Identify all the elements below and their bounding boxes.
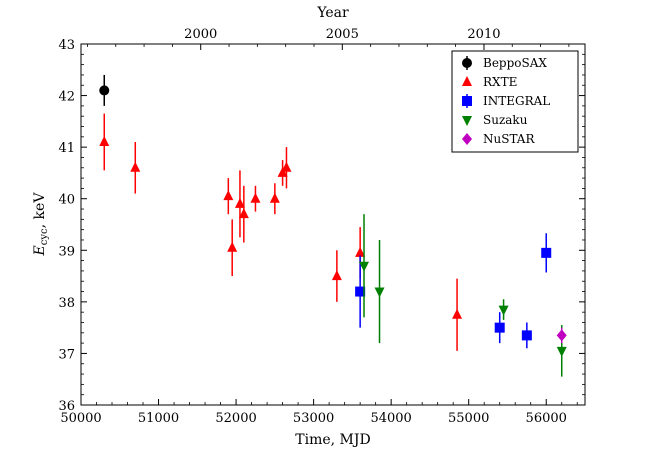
data-point-rxte-0 [99,135,110,146]
legend: BeppoSAX RXTE INTEGRAL Suzaku NuSTAR [451,50,579,153]
y-axis-title-sub: cyc [39,228,50,245]
legend-box [451,50,579,153]
series-rxte [99,113,463,351]
top-axis-title: Year [316,5,349,21]
data-point-rxte-2 [223,190,234,201]
data-point-integral-2 [521,330,532,341]
legend-label-rxte: RXTE [483,75,517,89]
legend-marker-bepposax [462,58,472,68]
x-tick-label-6: 56000 [526,411,567,426]
plot-frame [80,43,586,406]
x-tick-label-1: 51000 [138,411,179,426]
legend-label-integral: INTEGRAL [483,94,550,108]
y-tick-label-1: 37 [58,347,75,362]
legend-label-suzaku: Suzaku [483,113,528,127]
data-point-rxte-12 [452,308,463,319]
legend-marker-nustar [462,133,472,145]
data-point-rxte-6 [250,192,261,203]
data-point-rxte-10 [331,270,342,281]
y-tick-label-5: 41 [58,141,75,156]
y-tick-label-4: 40 [58,193,75,208]
y-tick-label-3: 39 [58,244,75,259]
data-point-integral-0 [355,286,366,297]
x-tick-label-4: 54000 [370,411,411,426]
data-point-rxte-9 [281,161,292,172]
legend-marker-rxte [462,76,472,86]
axis-ticks: 50000 51000 52000 53000 54000 55000 56000 36 37 3… [58,27,585,426]
y-axis-title-main: E [32,245,48,256]
top-tick-label-1: 2005 [326,27,359,42]
data-point-rxte-1 [130,161,141,172]
top-tick-label-2: 2010 [467,27,500,42]
y-tick-label-0: 36 [58,399,75,414]
data-point-rxte-5 [238,208,249,219]
series-nustar [556,327,567,344]
x-tick-label-2: 52000 [215,411,256,426]
data-point-rxte-3 [227,241,238,252]
data-point-suzaku-1 [374,287,385,298]
data-point-rxte-8 [277,166,288,177]
legend-label-nustar: NuSTAR [483,132,535,146]
y-tick-label-2: 38 [58,296,75,311]
x-axis-title: Time, MJD [295,432,370,448]
series-suzaku [359,214,567,377]
data-point-integral-3 [541,247,552,258]
legend-label-bepposax: BeppoSAX [483,56,547,70]
data-point-suzaku-3 [556,346,567,357]
y-axis-title: Ecyc, keV [32,192,50,257]
data-point-nustar-0 [556,329,567,342]
x-tick-label-5: 55000 [448,411,489,426]
data-point-bepposax-0 [99,85,110,96]
data-point-suzaku-0 [359,261,370,272]
plot-area [99,74,567,377]
x-tick-label-3: 53000 [293,411,334,426]
y-tick-label-6: 42 [58,90,75,105]
x-tick-label-0: 50000 [60,411,101,426]
data-point-suzaku-2 [498,305,509,316]
data-point-integral-1 [494,322,505,333]
series-integral [355,233,552,349]
data-point-rxte-7 [269,192,280,203]
data-point-rxte-4 [234,197,245,208]
data-point-rxte-11 [355,246,366,257]
legend-marker-suzaku [462,116,472,126]
y-axis-title-unit: , keV [32,192,48,229]
top-tick-label-0: 2000 [184,27,217,42]
series-bepposax [99,74,110,106]
legend-marker-integral [462,96,472,106]
y-tick-label-7: 43 [58,38,75,53]
